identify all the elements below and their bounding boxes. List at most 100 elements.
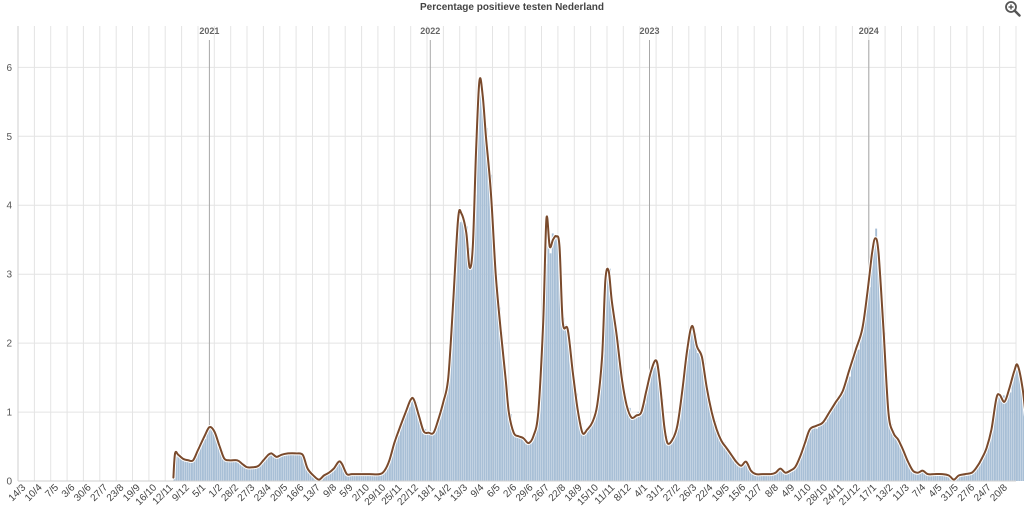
x-axis: 14/310/47/53/630/627/723/819/916/1012/11… <box>7 480 1016 508</box>
bar <box>659 379 662 481</box>
bar <box>349 473 352 481</box>
bar <box>789 470 792 481</box>
bar <box>598 397 600 481</box>
bar <box>452 305 455 481</box>
bar <box>855 346 858 481</box>
bar <box>642 408 644 481</box>
bar <box>677 428 680 481</box>
bar <box>888 411 891 481</box>
bar <box>1002 395 1005 481</box>
bar <box>749 468 752 481</box>
bar <box>714 420 717 481</box>
bar <box>829 414 831 481</box>
bar <box>758 474 761 481</box>
bar <box>556 236 559 481</box>
x-tick-label: 7/5 <box>43 482 61 500</box>
bar <box>367 474 369 481</box>
bar <box>1013 371 1016 481</box>
bar <box>283 453 286 481</box>
bar <box>807 437 809 481</box>
bar <box>628 407 631 481</box>
bar <box>813 426 816 481</box>
bar <box>338 461 341 481</box>
bar <box>386 465 389 481</box>
bar <box>285 453 288 481</box>
bar <box>681 393 684 481</box>
bar <box>199 446 202 481</box>
bar <box>309 471 312 481</box>
bar <box>796 465 798 481</box>
bar <box>569 350 572 481</box>
bar <box>404 414 407 481</box>
bar <box>437 421 440 481</box>
bar <box>683 377 686 481</box>
bar <box>562 317 565 481</box>
bar <box>466 226 468 481</box>
bar <box>903 451 906 481</box>
x-tick-label: 8/8 <box>763 482 781 500</box>
bar <box>899 442 902 481</box>
bar <box>976 468 979 481</box>
bar <box>822 420 825 481</box>
bar <box>573 380 576 481</box>
bar <box>281 455 284 481</box>
bar <box>510 414 512 481</box>
bar <box>265 458 268 481</box>
bar <box>378 474 380 481</box>
bar <box>540 366 543 481</box>
bar <box>857 349 860 481</box>
bar <box>358 473 361 481</box>
bar <box>760 474 763 481</box>
zoom-in-icon[interactable] <box>1004 0 1022 18</box>
bar <box>433 431 435 481</box>
bar <box>483 125 486 482</box>
bar <box>501 332 504 481</box>
bar <box>259 465 262 481</box>
bar <box>901 448 904 481</box>
bar <box>734 459 737 481</box>
bar <box>389 461 391 481</box>
bar <box>279 456 281 481</box>
bar <box>250 467 253 481</box>
bar <box>719 435 721 481</box>
bar <box>235 460 237 481</box>
bar <box>485 128 488 481</box>
bar <box>925 472 928 481</box>
bar <box>362 473 365 481</box>
bar <box>769 474 772 481</box>
trend-line-series <box>171 76 1024 482</box>
bar <box>844 386 847 481</box>
bar <box>646 390 649 481</box>
bar <box>356 474 358 481</box>
y-tick-label: 0 <box>6 477 12 488</box>
y-axis: 0 1 2 3 4 5 6 <box>6 26 19 488</box>
bar <box>380 473 383 481</box>
x-tick-label: 8/12 <box>612 482 634 504</box>
bar <box>305 461 308 481</box>
bar <box>818 424 820 481</box>
bar <box>692 327 695 481</box>
bar <box>1018 371 1021 481</box>
bar <box>204 439 207 481</box>
year-marker-label: 2024 <box>859 26 879 36</box>
bar <box>226 459 229 481</box>
bar <box>1011 377 1014 481</box>
bar <box>815 428 818 481</box>
bar <box>538 405 541 481</box>
bar <box>342 465 345 481</box>
y-tick-label: 3 <box>6 270 12 281</box>
bar <box>721 441 724 481</box>
x-tick-label: 9/4 <box>469 482 487 500</box>
bar <box>248 467 251 481</box>
bar <box>725 446 728 481</box>
bar <box>580 423 583 481</box>
bar <box>369 474 372 481</box>
bar <box>886 375 889 481</box>
bar <box>290 454 292 481</box>
grid-lines <box>17 26 1017 482</box>
bar <box>303 457 306 481</box>
bar <box>206 432 209 481</box>
bar <box>969 472 972 481</box>
x-tick-label: 20/8 <box>988 482 1010 504</box>
bar <box>424 429 427 481</box>
